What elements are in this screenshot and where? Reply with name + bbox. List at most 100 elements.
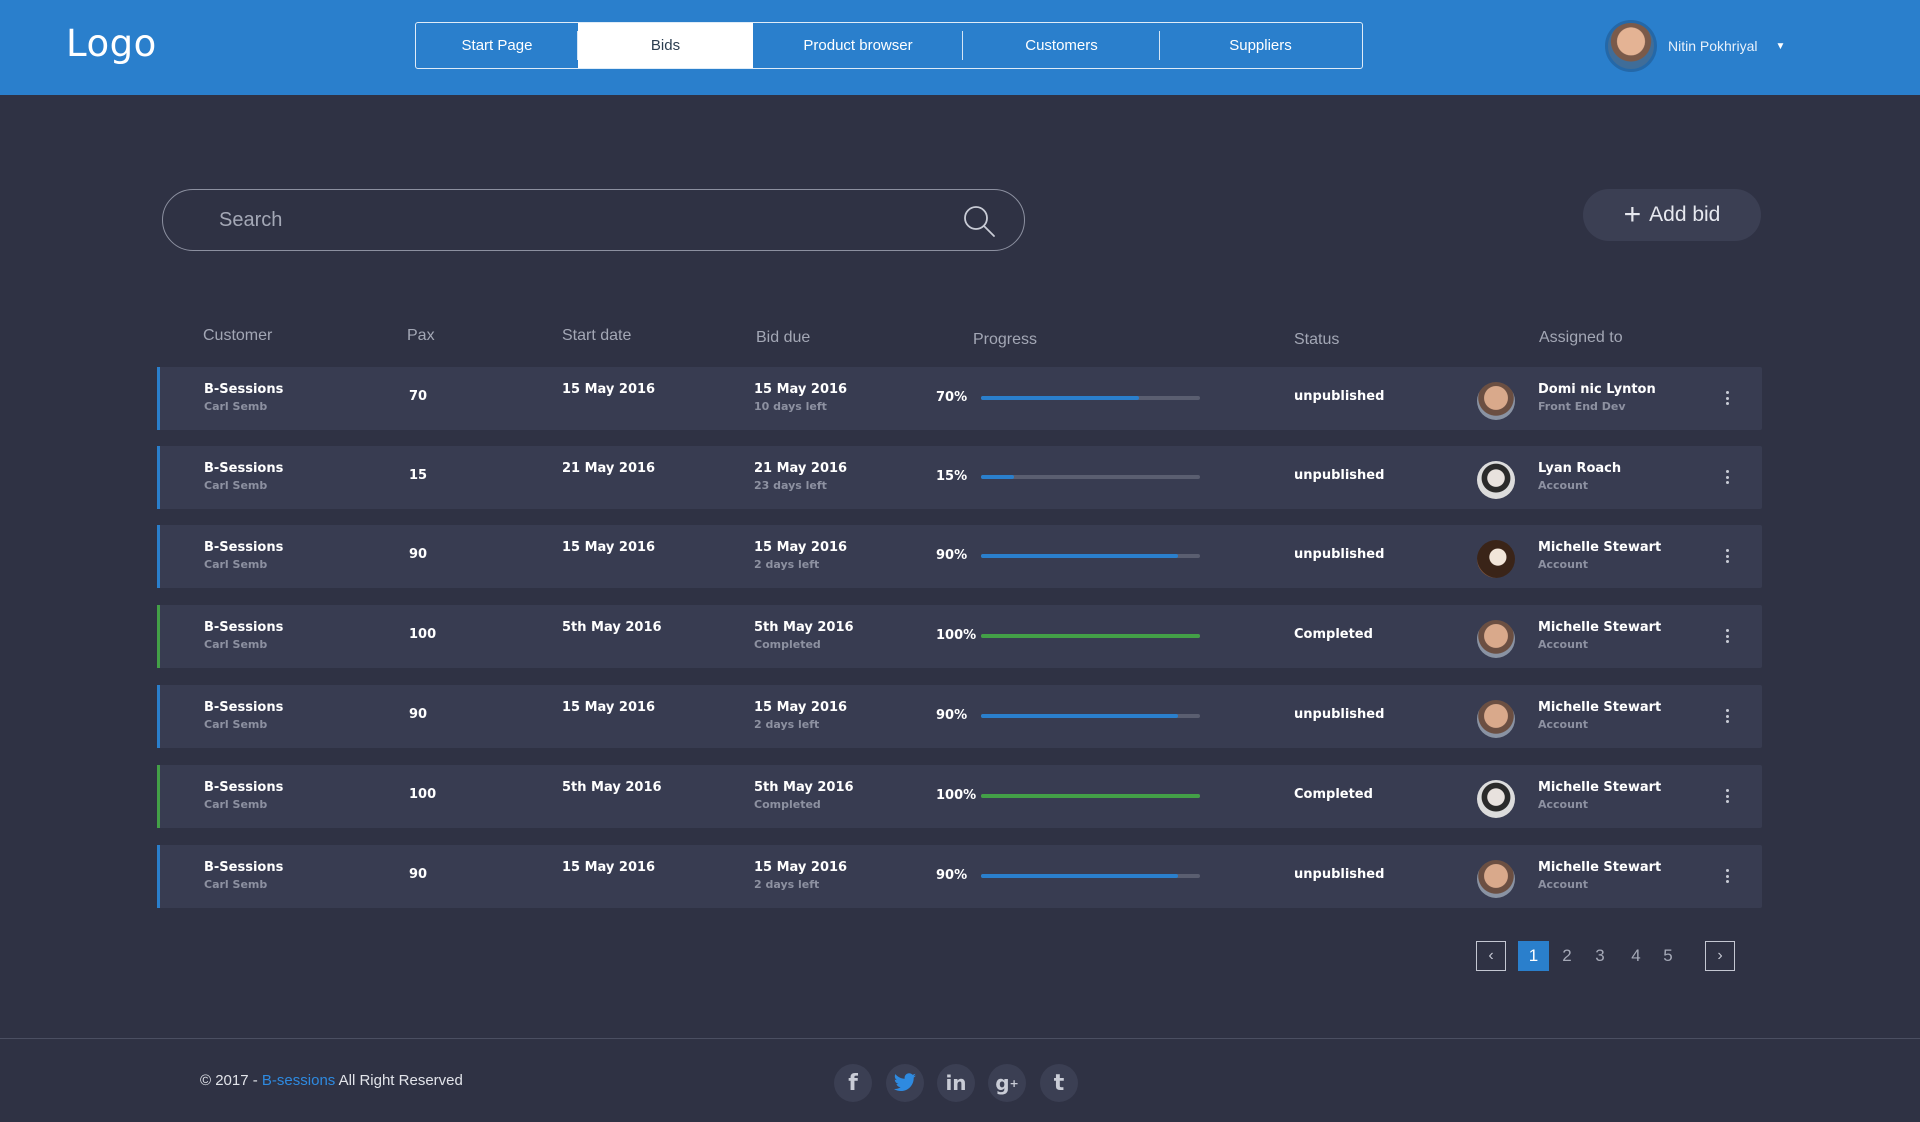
bid-due-date: 5th May 2016 (754, 620, 854, 635)
table-row[interactable]: B-Sessions Carl Semb 100 5th May 2016 5th Ma… (157, 605, 1762, 668)
progress-bar (981, 714, 1200, 718)
avatar (1477, 780, 1515, 818)
column-header-status[interactable]: Status (1294, 331, 1340, 348)
more-options-icon[interactable] (1725, 789, 1729, 803)
tab-customers[interactable]: Customers (963, 23, 1160, 68)
chevron-down-icon[interactable]: ▼ (1775, 40, 1786, 52)
table-row[interactable]: B-Sessions Carl Semb 90 15 May 2016 15 May 2… (157, 685, 1762, 748)
customer-contact: Carl Semb (204, 878, 268, 891)
start-date-cell: 15 May 2016 (562, 540, 656, 555)
more-options-icon[interactable] (1725, 391, 1729, 405)
avatar (1477, 700, 1515, 738)
row-accent (157, 525, 160, 588)
column-header-start-date[interactable]: Start date (562, 327, 632, 344)
progress-bar (981, 554, 1200, 558)
logo[interactable]: Logo (66, 22, 157, 65)
brand-link[interactable]: B-sessions (261, 1072, 336, 1089)
pax-cell: 90 (409, 707, 428, 722)
more-options-icon[interactable] (1725, 549, 1729, 563)
progress-label: 100% (936, 788, 977, 803)
assignee-role: Account (1538, 798, 1589, 811)
progress-fill (981, 794, 1200, 798)
assignee-cell: Michelle Stewart Account (1538, 700, 1661, 731)
assignee-name: Michelle Stewart (1538, 620, 1662, 635)
table-row[interactable]: B-Sessions Carl Semb 100 5th May 2016 5th Ma… (157, 765, 1762, 828)
page-4[interactable]: 4 (1631, 946, 1641, 965)
tab-suppliers[interactable]: Suppliers (1229, 37, 1292, 54)
more-options-icon[interactable] (1725, 470, 1729, 484)
assignee-name: Domi nic Lynton (1538, 382, 1656, 397)
customer-name: B-Sessions (204, 382, 284, 397)
progress-bar (981, 874, 1200, 878)
column-header-progress[interactable]: Progress (973, 331, 1038, 348)
status-cell: unpublished (1294, 547, 1385, 562)
search-input[interactable] (219, 208, 919, 232)
copyright-prefix: © 2017 - (200, 1072, 262, 1089)
customer-cell: B-Sessions Carl Semb (204, 700, 283, 731)
status-cell: unpublished (1294, 867, 1385, 882)
customer-cell: B-Sessions Carl Semb (204, 461, 283, 492)
customer-cell: B-Sessions Carl Semb (204, 382, 283, 413)
linkedin-icon[interactable]: in (937, 1064, 975, 1102)
more-options-icon[interactable] (1725, 869, 1729, 883)
page-3[interactable]: 3 (1595, 946, 1605, 965)
bid-due-note: 23 days left (754, 479, 827, 492)
bid-due-note: 2 days left (754, 878, 820, 891)
search-icon[interactable] (962, 204, 996, 238)
progress-bar (981, 475, 1200, 479)
bid-due-cell: 15 May 2016 10 days left (754, 382, 847, 413)
column-header-bid-due[interactable]: Bid due (756, 329, 811, 346)
table-row[interactable]: B-Sessions Carl Semb 70 15 May 2016 15 May 2… (157, 367, 1762, 430)
status-cell: Completed (1294, 787, 1373, 802)
progress-fill (981, 396, 1139, 400)
google-plus-icon[interactable]: g + (988, 1064, 1026, 1102)
assignee-name: Lyan Roach (1538, 461, 1622, 476)
start-date-cell: 21 May 2016 (562, 461, 656, 476)
column-header-assigned-to[interactable]: Assigned to (1539, 329, 1623, 346)
customer-contact: Carl Semb (204, 638, 268, 651)
bid-due-note: Completed (754, 798, 821, 811)
page-5[interactable]: 5 (1663, 946, 1673, 965)
row-accent (157, 765, 160, 828)
add-bid-button[interactable]: + Add bid (1583, 189, 1761, 241)
search-box (162, 189, 1025, 251)
pax-cell: 100 (409, 787, 437, 802)
user-name: Nitin Pokhriyal (1668, 38, 1758, 54)
bid-due-note: Completed (754, 638, 821, 651)
assignee-cell: Lyan Roach Account (1538, 461, 1621, 492)
page-1[interactable]: 1 (1518, 941, 1549, 971)
chevron-left-icon[interactable]: ‹ (1476, 941, 1506, 971)
assignee-role: Account (1538, 558, 1589, 571)
bid-due-date: 15 May 2016 (754, 382, 848, 397)
status-cell: unpublished (1294, 468, 1385, 483)
tumblr-icon[interactable]: t (1040, 1064, 1078, 1102)
chevron-right-icon[interactable]: › (1705, 941, 1735, 971)
progress-fill (981, 634, 1200, 638)
user-menu[interactable]: Nitin Pokhriyal ▼ (1605, 18, 1785, 74)
column-header-customer[interactable]: Customer (203, 327, 273, 344)
column-header-pax[interactable]: Pax (407, 327, 435, 344)
assignee-cell: Michelle Stewart Account (1538, 780, 1661, 811)
twitter-icon[interactable] (886, 1064, 924, 1102)
tab-bids[interactable]: Bids (578, 23, 753, 68)
more-options-icon[interactable] (1725, 709, 1729, 723)
tab-start-page[interactable]: Start Page (416, 23, 578, 68)
avatar (1477, 860, 1515, 898)
pax-cell: 70 (409, 389, 428, 404)
customer-contact: Carl Semb (204, 718, 268, 731)
row-accent (157, 685, 160, 748)
pax-cell: 90 (409, 547, 428, 562)
facebook-icon[interactable]: f (834, 1064, 872, 1102)
customer-cell: B-Sessions Carl Semb (204, 620, 283, 651)
table-row[interactable]: B-Sessions Carl Semb 15 21 May 2016 21 May 2… (157, 446, 1762, 509)
tab-product-browser[interactable]: Product browser (753, 23, 963, 68)
bid-due-date: 5th May 2016 (754, 780, 854, 795)
page-2[interactable]: 2 (1562, 946, 1572, 965)
customer-cell: B-Sessions Carl Semb (204, 540, 283, 571)
table-row[interactable]: B-Sessions Carl Semb 90 15 May 2016 15 May 2… (157, 525, 1762, 588)
row-accent (157, 446, 160, 509)
table-row[interactable]: B-Sessions Carl Semb 90 15 May 2016 15 May 2… (157, 845, 1762, 908)
assignee-role: Account (1538, 718, 1589, 731)
more-options-icon[interactable] (1725, 629, 1729, 643)
progress-fill (981, 714, 1179, 718)
